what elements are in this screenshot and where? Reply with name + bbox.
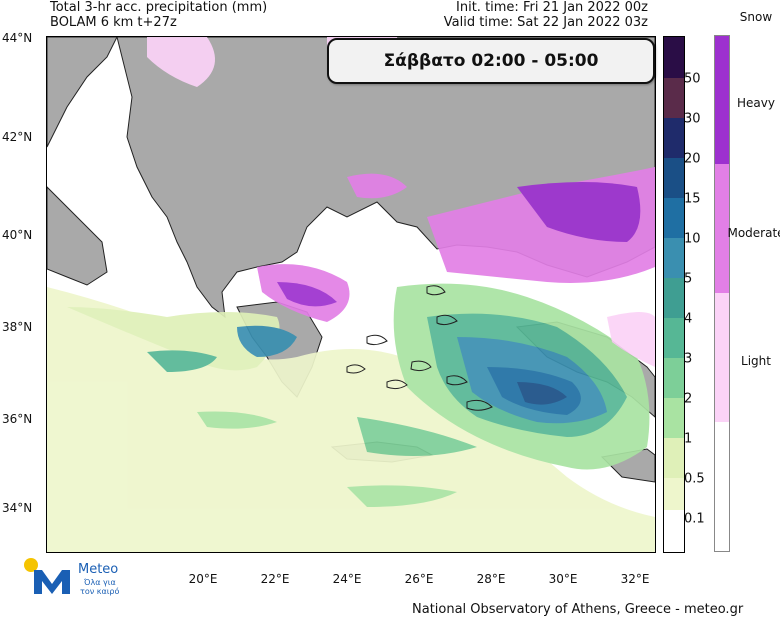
colorbar-segment-10 [664,238,684,278]
snow-colorbar [714,35,730,552]
colorbar-label-10: 10 [684,231,701,247]
colorbar-segment-5 [664,278,684,318]
colorbar-label-1: 1 [684,431,693,447]
colorbar-segment-50 [664,78,684,118]
colorbar-segment-1 [664,438,684,478]
colorbar-label-5: 5 [684,271,693,287]
colorbar-label-4: 4 [684,311,693,327]
colorbar-label-50: 50 [684,71,701,87]
snow-segment-heavy [715,36,729,164]
snow-label-moderate: Moderate [727,226,780,240]
colorbar-label-15: 15 [684,191,701,207]
colorbar-label-20: 20 [684,151,701,167]
snow-segment-light [715,293,729,422]
logo-name: Meteo [78,562,119,577]
footer-credit: National Observatory of Athens, Greece -… [412,602,744,617]
map-title: Total 3-hr acc. precipitation (mm) [50,0,268,15]
logo-tagline-2: τον καιρό [80,587,120,596]
colorbar-segment-0-5 [664,478,684,510]
snow-label-heavy: Heavy [737,96,775,110]
colorbar-label-3: 3 [684,351,693,367]
snow-segment-moderate [715,164,729,293]
precipitation-colorbar [663,36,685,553]
colorbar-segment-30 [664,118,684,158]
lon-label-32: 32°E [620,572,650,586]
lat-label-38: 38°N [2,320,33,334]
time-window-banner: Σάββατο 02:00 - 05:00 [327,38,655,84]
colorbar-segment-gt50 [664,37,684,78]
colorbar-segment-3 [664,358,684,398]
lon-label-20: 20°E [188,572,218,586]
lat-label-42: 42°N [2,130,33,144]
snow-segment-none [715,422,729,551]
valid-time: Valid time: Sat 22 Jan 2022 03z [443,15,648,30]
logo-tagline-1: Όλα για [84,578,116,587]
lon-label-26: 26°E [404,572,434,586]
snow-colorbar-title: Snow [739,10,773,24]
colorbar-segment-15 [664,198,684,238]
meteo-logo: Meteo Όλα για τον καιρό [22,556,142,598]
init-time: Init. time: Fri 21 Jan 2022 00z [456,0,648,15]
colorbar-label-2: 2 [684,391,693,407]
snow-label-light: Light [741,354,771,368]
lon-label-30: 30°E [548,572,578,586]
model-run-label: BOLAM 6 km t+27z [50,15,177,30]
colorbar-label-0-5: 0.5 [684,471,705,487]
lat-label-34: 34°N [2,501,33,515]
lat-label-44: 44°N [2,31,33,45]
lon-label-24: 24°E [332,572,362,586]
colorbar-segment-4 [664,318,684,358]
colorbar-label-0-1: 0.1 [684,511,705,527]
precipitation-fields [47,37,655,552]
lon-label-22: 22°E [260,572,290,586]
lon-label-28: 28°E [476,572,506,586]
lat-label-36: 36°N [2,412,33,426]
colorbar-segment-0-1 [664,510,684,552]
colorbar-segment-2 [664,398,684,438]
lat-label-40: 40°N [2,228,33,242]
island-outlines [346,285,493,411]
precipitation-map [46,36,656,553]
colorbar-segment-20 [664,158,684,198]
colorbar-label-30: 30 [684,111,701,127]
